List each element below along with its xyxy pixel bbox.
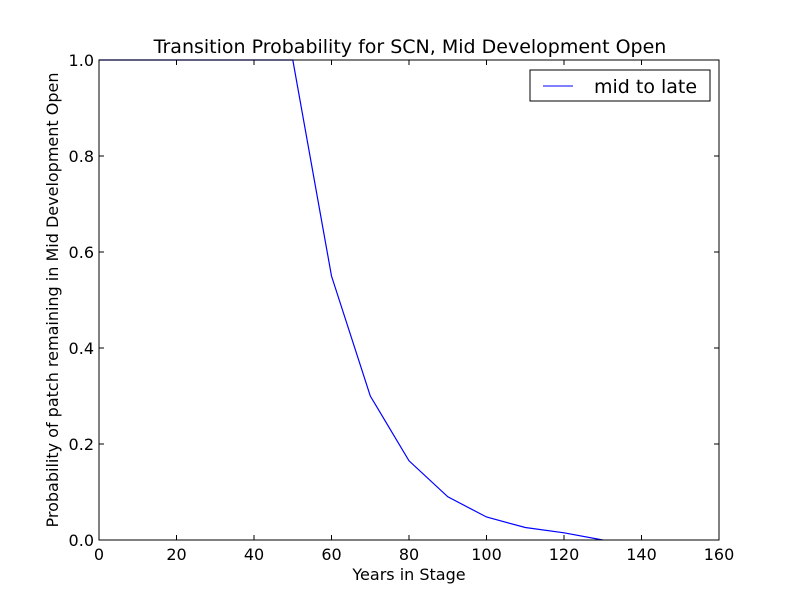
plot-frame: [98, 59, 720, 541]
x-tick-label: 0: [94, 545, 104, 564]
y-tick-label: 0.6: [69, 243, 94, 262]
x-axis-ticks: 0 20 40 60 80 100 120 140 160: [94, 60, 734, 564]
y-tick-label: 0.4: [69, 339, 94, 358]
x-tick-label: 100: [471, 545, 502, 564]
x-tick-label: 20: [166, 545, 186, 564]
series-line-mid-to-late: [99, 59, 603, 541]
y-tick-label: 0.0: [69, 531, 94, 550]
series-layer: [99, 59, 603, 541]
x-tick-label: 120: [549, 545, 580, 564]
x-tick-label: 140: [626, 545, 657, 564]
x-tick-label: 160: [704, 545, 735, 564]
y-tick-label: 0.2: [69, 435, 94, 454]
x-tick-label: 60: [321, 545, 341, 564]
y-axis-label: Probability of patch remaining in Mid De…: [43, 73, 62, 528]
y-axis-ticks: 0.0 0.2 0.4 0.6 0.8 1.0: [69, 51, 719, 550]
y-tick-label: 0.8: [69, 147, 94, 166]
y-tick-label: 1.0: [69, 51, 94, 70]
legend-label-mid-to-late: mid to late: [594, 76, 697, 98]
chart-title: Transition Probability for SCN, Mid Deve…: [153, 36, 667, 58]
plot-area: 0 20 40 60 80 100 120 140 160 0.0 0.2 0.4 0.6 0.8 1.0: [69, 51, 735, 564]
x-tick-label: 80: [399, 545, 419, 564]
legend: mid to late: [529, 69, 711, 102]
x-axis-label: Years in Stage: [351, 565, 465, 584]
x-tick-label: 40: [244, 545, 264, 564]
